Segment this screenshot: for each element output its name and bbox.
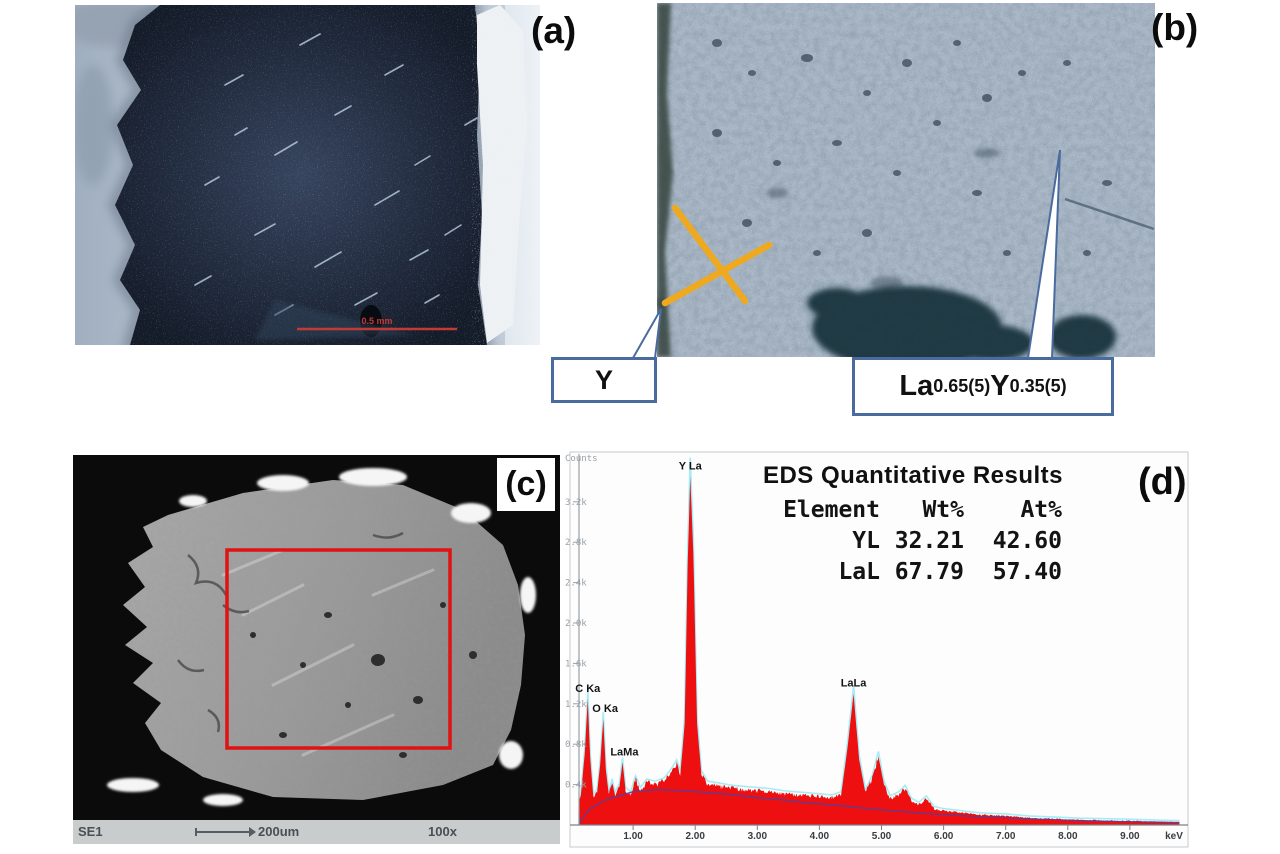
x-tick-label: 3.00 — [748, 831, 768, 842]
composition-el2: Y — [990, 370, 1010, 402]
sem-info-bar: SE1 200um 100x — [73, 820, 560, 844]
eds-table-cell: 42.60 — [992, 528, 1062, 554]
panel-c-label: (c) — [497, 458, 555, 511]
y-phase-label: Y — [594, 364, 613, 395]
scale-bar-c-arrowhead — [249, 827, 256, 837]
x-tick-label: 6.00 — [934, 831, 954, 842]
eds-table-row: Element Wt% At% — [742, 495, 1062, 526]
scale-bar-a-text: 0.5 mm — [361, 316, 392, 326]
micrograph-b-image — [657, 3, 1155, 357]
peak-label: LaLa — [841, 678, 868, 690]
y-tick-label: 2.8k — [565, 538, 587, 548]
peak-label: C Ka — [575, 683, 601, 695]
x-tick-label: 4.00 — [810, 831, 830, 842]
composition-callout-box: La 0.65(5) Y 0.35(5) — [852, 357, 1114, 416]
eds-table-cell: 57.40 — [992, 559, 1062, 585]
y-tick-label: 2.0k — [565, 619, 587, 629]
eds-table-cell: 32.21 — [894, 528, 964, 554]
spectrum-area — [579, 476, 1180, 825]
baseline-curve — [578, 788, 1180, 824]
y-tick-label: 1.6k — [565, 659, 587, 669]
scale-bar-a: 0.5 mm — [297, 316, 457, 331]
x-axis-unit: keV — [1165, 831, 1183, 842]
x-tick-label: 2.00 — [685, 831, 705, 842]
eds-table-cell: 67.79 — [894, 559, 964, 585]
x-tick-label: 7.00 — [996, 831, 1016, 842]
x-tick-label: 8.00 — [1058, 831, 1078, 842]
fit-line — [578, 457, 1180, 824]
eds-results-table: Element Wt% At% YL 32.21 42.60 LaL 67.79 57.40 — [742, 495, 1062, 588]
composition-sub1: 0.65(5) — [933, 376, 991, 396]
panel-b-label: (b) — [1151, 7, 1199, 48]
eds-table-cell: Wt% — [922, 497, 964, 523]
x-tick-label: 5.00 — [872, 831, 892, 842]
scale-bar-c-text: 200um — [258, 824, 300, 839]
magnification-label: 100x — [428, 824, 457, 839]
peak-label: O Ka — [592, 703, 619, 715]
y-tick-label: 0.8k — [565, 740, 587, 750]
x-tick-label: 9.00 — [1120, 831, 1140, 842]
y-tick-label: 0.4k — [565, 781, 587, 791]
x-tick-label: 1.00 — [623, 831, 643, 842]
y-tick-label: 3.2k — [565, 498, 587, 508]
eds-table-cell: Element — [783, 497, 880, 523]
panel-a-label: (a) — [531, 10, 577, 51]
eds-table-cell: At% — [1020, 497, 1062, 523]
y-phase-callout-box: Y — [551, 357, 657, 403]
y-axis-title: Counts — [565, 454, 598, 464]
y-tick-label: 1.2k — [565, 700, 587, 710]
eds-results-title: EDS Quantitative Results — [762, 462, 1064, 489]
eds-spectrum-chart: 0.4k 0.8k 1.2k 1.6k 2.0k 2.4k 2.8k 3.2k 1.00 2.00… — [565, 451, 1189, 848]
eds-table-cell: YL — [852, 528, 880, 554]
sem-detector-label: SE1 — [78, 824, 103, 839]
peak-label: Y La — [679, 461, 703, 473]
eds-table-row: LaL 67.79 57.40 — [742, 557, 1062, 588]
panel-d-label: (d) — [1138, 461, 1187, 503]
sem-c-image — [73, 455, 560, 820]
eds-table-row: YL 32.21 42.60 — [742, 526, 1062, 557]
micrograph-a-image: 0.5 mm — [75, 5, 540, 345]
peak-label: LaMa — [610, 746, 639, 758]
crosshair-marker — [661, 204, 773, 307]
roi-rectangle — [225, 548, 452, 750]
composition-sub2: 0.35(5) — [1009, 376, 1067, 396]
eds-table-cell: LaL — [838, 559, 880, 585]
scale-bar-c-line — [195, 831, 251, 833]
composition-el1: La — [899, 370, 934, 402]
y-tick-label: 2.4k — [565, 579, 587, 589]
